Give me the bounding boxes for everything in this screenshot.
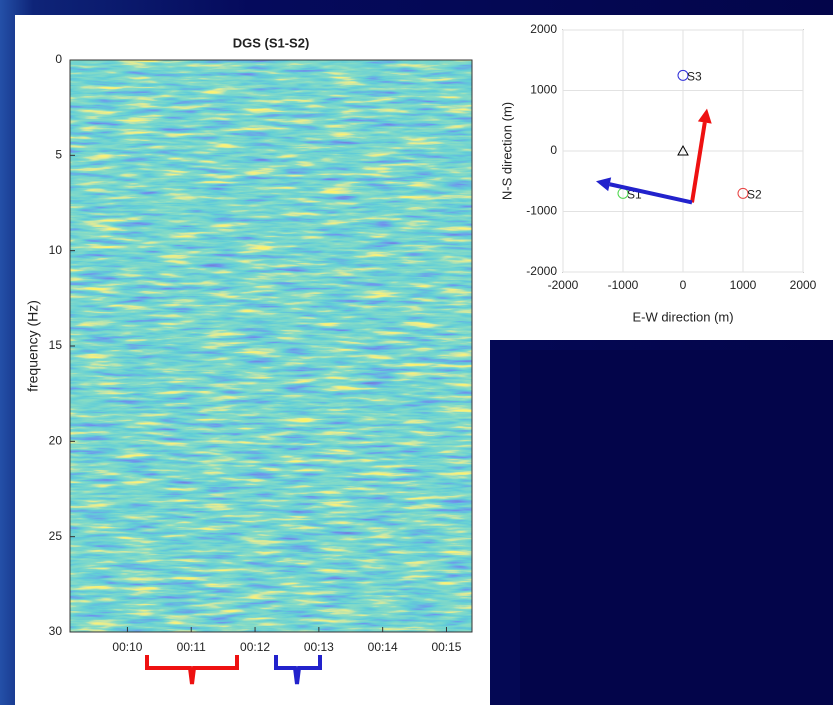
- blue-bracket: [274, 655, 322, 685]
- x-tick-label: 1000: [730, 278, 757, 292]
- arrow-head: [697, 108, 712, 124]
- y-tick-label: 10: [49, 243, 63, 257]
- marker: [677, 69, 689, 81]
- y-tick-label: 30: [49, 624, 63, 638]
- arrow-shaft: [609, 182, 693, 205]
- y-tick-label: 1000: [530, 83, 557, 97]
- x-tick-label: 00:12: [240, 640, 270, 654]
- x-tick-label: 00:14: [368, 640, 398, 654]
- point-label: S3: [687, 70, 702, 84]
- y-tick-label: -1000: [526, 204, 557, 218]
- red-bracket: [145, 655, 239, 685]
- y-tick-label: 25: [49, 529, 63, 543]
- y-tick-label: 15: [49, 338, 63, 352]
- x-tick-label: 0: [680, 278, 687, 292]
- x-tick-label: 00:10: [112, 640, 142, 654]
- y-tick-label: 0: [55, 52, 62, 66]
- x-axis-label: E-W direction (m): [632, 309, 733, 324]
- arrow-shaft: [690, 122, 707, 203]
- y-tick-label: 20: [49, 434, 63, 448]
- y-axis-label: frequency (Hz): [25, 300, 41, 392]
- y-tick-label: 0: [550, 143, 557, 157]
- right-panel: [490, 15, 833, 340]
- x-tick-label: 00:15: [431, 640, 461, 654]
- marker: [737, 187, 749, 199]
- marker: [677, 144, 689, 156]
- x-tick-label: -2000: [548, 278, 579, 292]
- x-tick-label: 00:11: [177, 640, 206, 654]
- arrow-head: [596, 177, 612, 192]
- y-tick-label: 5: [55, 148, 62, 162]
- y-axis-label: N-S direction (m): [499, 102, 514, 200]
- y-tick-label: -2000: [526, 264, 557, 278]
- x-tick-label: -1000: [608, 278, 639, 292]
- spectrogram-image: [70, 60, 472, 632]
- chart-title: DGS (S1-S2): [233, 35, 310, 50]
- dark-box: [520, 350, 833, 705]
- y-tick-label: 2000: [530, 22, 557, 36]
- point-label: S2: [747, 188, 762, 202]
- x-tick-label: 2000: [790, 278, 817, 292]
- x-tick-label: 00:13: [304, 640, 334, 654]
